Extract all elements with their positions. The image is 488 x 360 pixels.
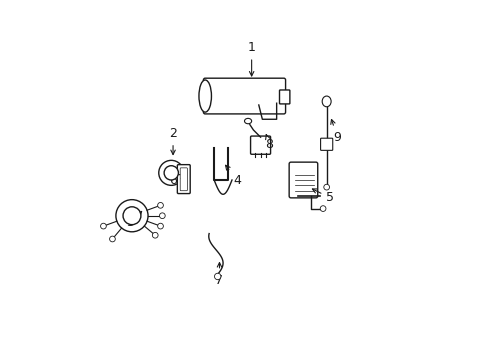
Text: 2: 2: [169, 127, 177, 154]
FancyBboxPatch shape: [320, 138, 332, 150]
Circle shape: [101, 223, 106, 229]
FancyBboxPatch shape: [180, 168, 187, 191]
Ellipse shape: [322, 96, 330, 107]
Ellipse shape: [244, 118, 251, 124]
Text: 8: 8: [265, 135, 273, 151]
Circle shape: [116, 200, 148, 232]
Circle shape: [157, 202, 163, 208]
Text: 4: 4: [225, 165, 241, 186]
Ellipse shape: [199, 80, 211, 112]
Ellipse shape: [164, 166, 178, 180]
FancyBboxPatch shape: [177, 165, 190, 194]
FancyBboxPatch shape: [288, 162, 317, 198]
Text: 9: 9: [330, 120, 341, 144]
Text: 3: 3: [126, 211, 142, 229]
Circle shape: [159, 213, 165, 219]
FancyBboxPatch shape: [250, 136, 270, 154]
FancyBboxPatch shape: [203, 78, 285, 114]
Text: 5: 5: [312, 189, 334, 204]
Circle shape: [157, 223, 163, 229]
Circle shape: [152, 233, 158, 238]
FancyBboxPatch shape: [279, 90, 289, 104]
Circle shape: [214, 273, 221, 280]
Ellipse shape: [159, 160, 183, 185]
Circle shape: [323, 184, 329, 190]
Text: 6: 6: [169, 174, 183, 186]
Circle shape: [320, 206, 325, 211]
Text: 7: 7: [215, 262, 223, 287]
Text: 1: 1: [247, 41, 255, 76]
Circle shape: [123, 207, 141, 225]
Circle shape: [109, 236, 115, 242]
